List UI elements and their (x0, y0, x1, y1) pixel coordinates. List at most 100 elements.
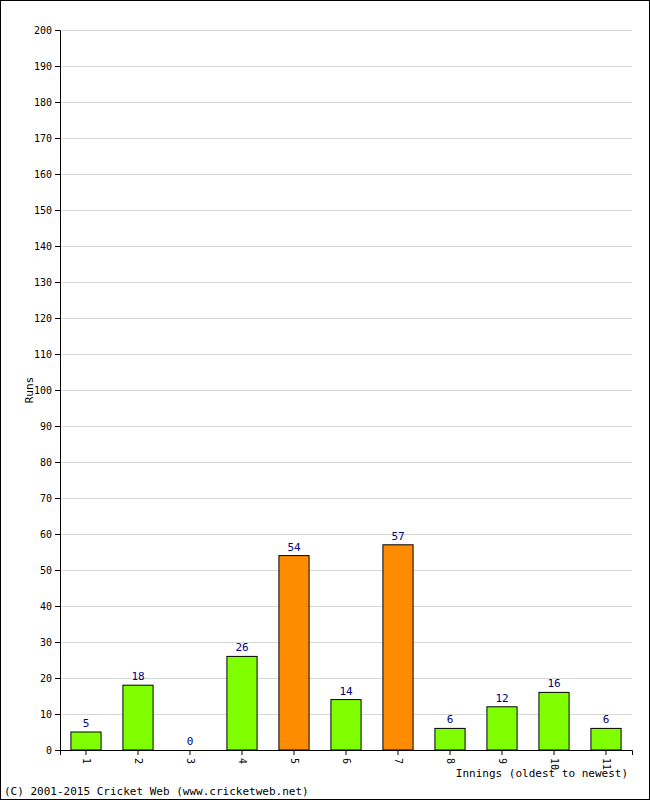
y-tick-mark (55, 534, 60, 535)
x-tick: 1 (81, 750, 92, 764)
x-tick-label: 2 (133, 758, 144, 764)
y-tick-label: 80 (40, 457, 52, 468)
x-tick: 2 (133, 750, 144, 764)
y-tick-label: 140 (34, 241, 52, 252)
data-labels: 518026541457612166 (83, 530, 610, 748)
chart-svg: 0102030405060708090100110120130140150160… (0, 0, 650, 800)
y-tick-mark (55, 354, 60, 355)
y-tick-mark (55, 570, 60, 571)
bar (539, 692, 569, 750)
y-tick-label: 150 (34, 205, 52, 216)
x-tick: 6 (341, 750, 352, 764)
y-tick: 0 (46, 745, 60, 756)
y-tick-mark (55, 318, 60, 319)
bars (71, 545, 621, 750)
y-tick-label: 50 (40, 565, 52, 576)
grid-line (60, 318, 632, 319)
bar (71, 732, 101, 750)
bar (279, 556, 309, 750)
grid-line (60, 282, 632, 283)
x-tick: 7 (393, 750, 404, 764)
x-tick-mark (294, 750, 295, 755)
y-tick-label: 190 (34, 61, 52, 72)
x-tick-label: 7 (393, 758, 404, 764)
y-tick: 30 (40, 637, 60, 648)
bar (175, 750, 205, 751)
bar (123, 685, 153, 750)
y-tick-label: 160 (34, 169, 52, 180)
y-tick-mark (55, 678, 60, 679)
y-tick-mark (55, 30, 60, 31)
data-label: 6 (447, 713, 454, 726)
y-tick-label: 0 (46, 745, 52, 756)
x-tick-label: 1 (81, 758, 92, 764)
x-tick-mark (242, 750, 243, 755)
x-tick: 4 (237, 750, 248, 764)
y-tick-mark (55, 462, 60, 463)
y-tick-label: 90 (40, 421, 52, 432)
x-tick-label: 3 (185, 758, 196, 764)
grid-line (60, 570, 632, 571)
bar (487, 707, 517, 750)
grid-line (60, 462, 632, 463)
bar (435, 728, 465, 750)
y-tick: 90 (40, 421, 60, 432)
y-tick-label: 200 (34, 25, 52, 36)
grid-line (60, 678, 632, 679)
x-tick-label: 5 (289, 758, 300, 764)
data-label: 54 (287, 541, 301, 554)
x-tick-mark (398, 750, 399, 755)
y-tick: 80 (40, 457, 60, 468)
y-tick-mark (55, 138, 60, 139)
x-tick: 3 (185, 750, 196, 764)
y-tick-label: 170 (34, 133, 52, 144)
grid-line (60, 534, 632, 535)
grid (60, 31, 632, 751)
bar (591, 728, 621, 750)
grid-line (60, 426, 632, 427)
x-axis-title: Innings (oldest to newest) (456, 767, 628, 780)
y-tick: 70 (40, 493, 60, 504)
grid-line (60, 246, 632, 247)
y-tick-mark (55, 102, 60, 103)
x-tick-mark (346, 750, 347, 755)
data-label: 12 (495, 692, 508, 705)
y-tick-label: 30 (40, 637, 52, 648)
grid-line (60, 66, 632, 67)
grid-line (60, 498, 632, 499)
data-label: 6 (603, 713, 610, 726)
x-tick-mark (450, 750, 451, 755)
y-tick-label: 120 (34, 313, 52, 324)
y-tick-label: 130 (34, 277, 52, 288)
y-tick: 130 (34, 277, 60, 288)
x-axis-line (61, 751, 633, 756)
data-label: 16 (547, 677, 560, 690)
x-tick-label: 9 (497, 758, 508, 764)
grid-line (60, 606, 632, 607)
grid-line (60, 390, 632, 391)
x-tick-mark (138, 750, 139, 755)
y-tick-mark (55, 246, 60, 247)
data-label: 26 (235, 641, 248, 654)
y-tick-mark (55, 390, 60, 391)
y-tick: 200 (34, 25, 60, 36)
y-tick-label: 100 (34, 385, 52, 396)
x-tick: 8 (445, 750, 456, 764)
y-tick: 110 (34, 349, 60, 360)
y-tick: 190 (34, 61, 60, 72)
y-tick-label: 40 (40, 601, 52, 612)
y-tick: 10 (40, 709, 60, 720)
grid-line (60, 354, 632, 355)
y-tick-mark (55, 210, 60, 211)
y-tick-mark (55, 66, 60, 67)
y-tick: 100 (34, 385, 60, 396)
y-tick-mark (55, 750, 60, 751)
x-tick-label: 8 (445, 758, 456, 764)
y-axis: 0102030405060708090100110120130140150160… (34, 25, 61, 756)
y-tick: 20 (40, 673, 60, 684)
y-tick-mark (55, 174, 60, 175)
bar (383, 545, 413, 750)
data-label: 18 (131, 670, 144, 683)
y-tick: 40 (40, 601, 60, 612)
y-tick: 170 (34, 133, 60, 144)
